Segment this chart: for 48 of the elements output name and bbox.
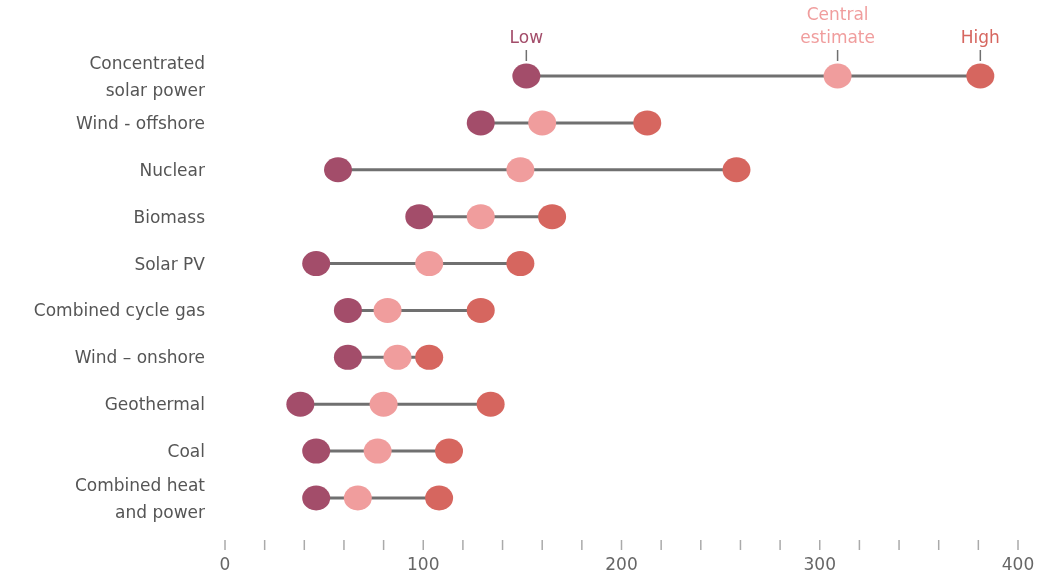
y-tick-label: Biomass	[133, 206, 206, 227]
point	[466, 204, 495, 230]
y-tick-label: Combined cycle gas	[33, 300, 206, 321]
x-tick-label: 300	[803, 554, 836, 574]
series-label: Central estimate	[800, 4, 875, 47]
point	[369, 391, 398, 417]
point	[363, 438, 392, 464]
point	[966, 63, 995, 89]
point	[302, 485, 331, 511]
x-tick-label: 0	[219, 554, 231, 574]
point	[415, 344, 444, 370]
point	[466, 110, 495, 136]
point	[373, 297, 402, 323]
point	[633, 110, 662, 136]
point	[415, 251, 444, 277]
y-tick-label: Concentrated solar power	[89, 52, 205, 100]
point	[343, 485, 372, 511]
point	[528, 110, 557, 136]
x-tick-label: 400	[1001, 554, 1035, 574]
y-tick-label: Wind – onshore	[74, 347, 205, 368]
point	[476, 391, 505, 417]
y-tick-label: Geothermal	[104, 394, 205, 415]
point	[333, 297, 362, 323]
point	[506, 251, 535, 277]
point	[435, 438, 464, 464]
x-tick-label: 100	[407, 554, 440, 574]
y-tick-label: Coal	[167, 441, 205, 462]
y-tick-label: Nuclear	[139, 159, 205, 180]
point	[405, 204, 434, 230]
point	[538, 204, 567, 230]
point	[333, 344, 362, 370]
point	[512, 63, 541, 89]
y-tick-label: Solar PV	[134, 253, 206, 274]
point	[466, 297, 495, 323]
point	[324, 157, 352, 183]
series-label: High	[960, 27, 1000, 47]
point	[823, 63, 852, 89]
point	[506, 157, 535, 183]
point	[302, 251, 331, 277]
point	[425, 485, 454, 511]
point	[286, 391, 315, 417]
point	[383, 344, 412, 370]
point	[722, 157, 751, 183]
series-label: Low	[509, 27, 544, 47]
y-tick-label: Combined heat and power	[74, 474, 206, 522]
y-tick-label: Wind - offshore	[76, 112, 205, 133]
point	[302, 438, 331, 464]
x-tick-label: 200	[605, 554, 638, 574]
